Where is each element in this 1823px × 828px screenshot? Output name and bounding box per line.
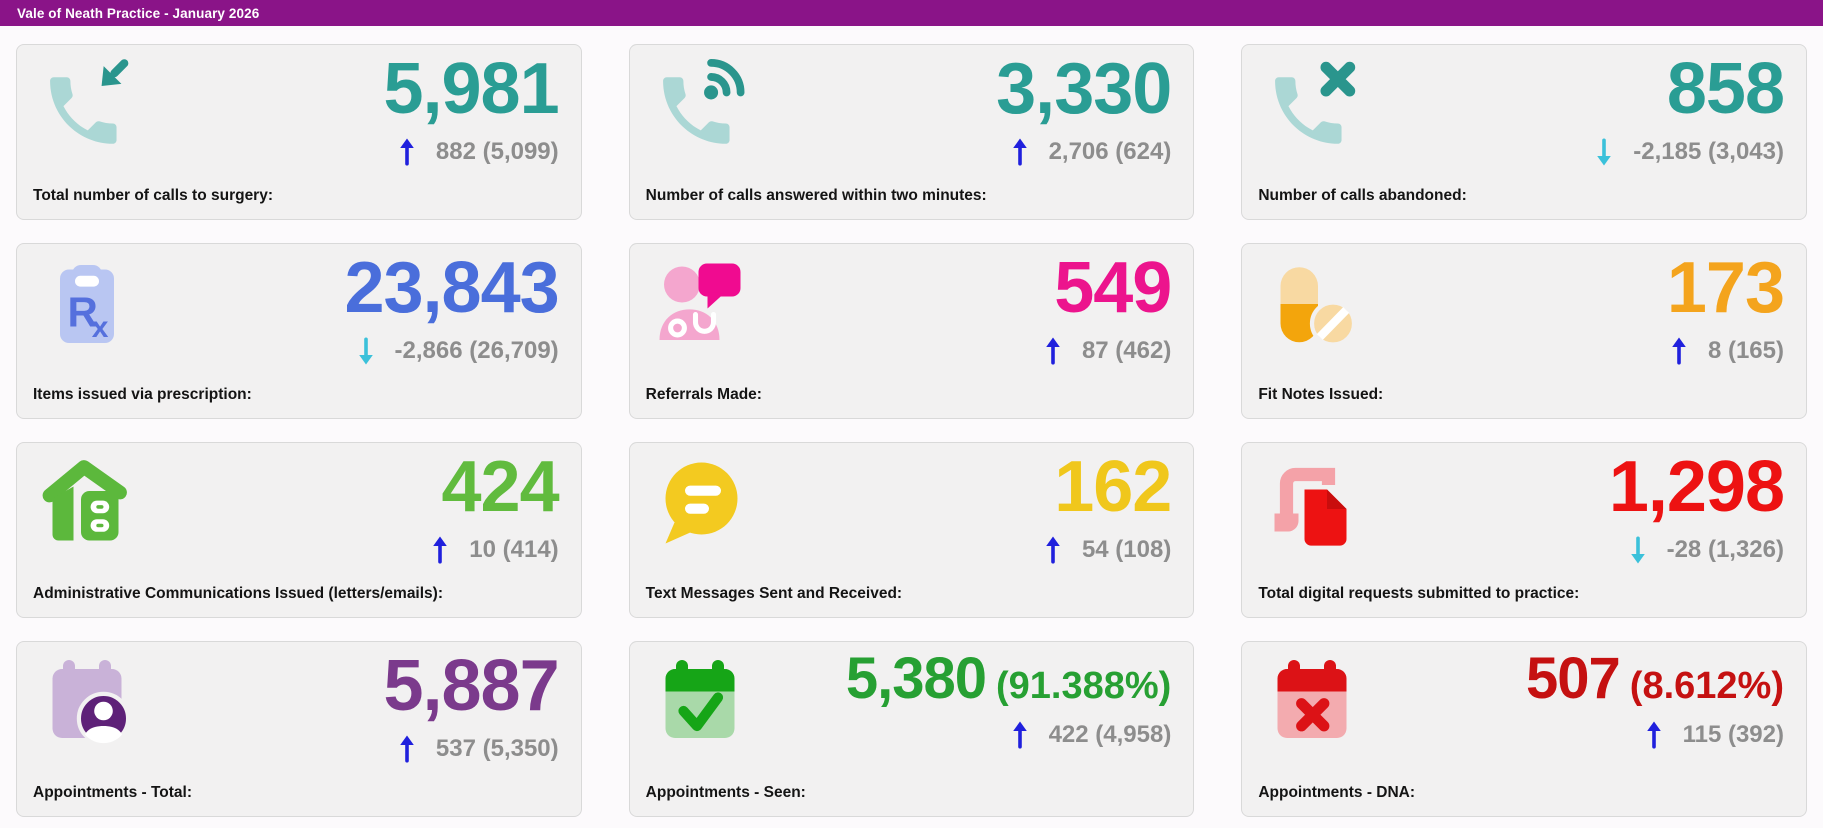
metric-card-admin-communications: 424 10 (414) Administrative Communicatio… [16, 442, 582, 618]
metric-readout: 424 10 (414) [429, 447, 560, 565]
metric-readout: 1,298 -28 (1,326) [1608, 447, 1785, 565]
prescription-icon: R x [60, 265, 114, 344]
metric-value: 549 [1054, 248, 1172, 328]
metric-label: Text Messages Sent and Received: [645, 585, 903, 602]
trend-up-arrow-icon [396, 137, 418, 167]
metric-readout: 5,981 882 (5,099) [383, 49, 560, 167]
appointments-seen-icon [665, 660, 735, 738]
metric-readout: 5,887 537 (5,350) [383, 646, 560, 764]
svg-text:R: R [68, 289, 98, 336]
metric-card-appointments-dna: 507 (8.612%) 115 (392) Appointments - DNA… [1241, 641, 1807, 817]
abandoned-call-icon [1275, 61, 1356, 144]
page-title: Vale of Neath Practice - January 2026 [17, 5, 260, 21]
metric-value: 3,330 [996, 49, 1172, 129]
metric-value: 507 [1526, 646, 1621, 711]
metric-card-appointments-total: 5,887 537 (5,350) Appointments - Total: [16, 641, 582, 817]
metric-readout: 858 -2,185 (3,043) [1593, 49, 1785, 167]
trend-text: 54 (108) [1081, 536, 1172, 563]
metric-label: Number of calls abandoned: [1258, 187, 1467, 204]
metric-percent: (8.612%) [1629, 665, 1784, 707]
trend-text: 8 (165) [1707, 337, 1784, 364]
metric-card-digital-requests: 1,298 -28 (1,326) Total digital requests… [1241, 442, 1807, 618]
trend-up-arrow-icon [1643, 720, 1665, 750]
appointments-total-icon [52, 660, 131, 746]
trend-text: -2,185 (3,043) [1633, 138, 1784, 165]
metric-label: Appointments - Total: [33, 784, 192, 801]
metrics-grid: 5,981 882 (5,099) Total number of calls … [0, 26, 1823, 825]
trend-up-arrow-icon [1042, 336, 1064, 366]
metric-card-calls-abandoned: 858 -2,185 (3,043) Number of calls aband… [1241, 44, 1807, 220]
trend-text: 87 (462) [1081, 337, 1172, 364]
app-header: Vale of Neath Practice - January 2026 [0, 0, 1823, 26]
metric-value: 173 [1666, 248, 1785, 328]
trend-up-arrow-icon [429, 535, 451, 565]
answered-call-icon [662, 59, 745, 144]
trend-up-arrow-icon [1009, 137, 1031, 167]
metric-readout: 23,843 -2,866 (26,709) [344, 248, 560, 366]
incoming-call-icon [50, 59, 129, 144]
metric-value: 1,298 [1608, 447, 1785, 527]
trend-text: 2,706 (624) [1048, 138, 1172, 165]
metric-label: Referrals Made: [645, 386, 762, 403]
metric-readout: 162 54 (108) [1042, 447, 1172, 565]
referral-icon [659, 263, 741, 340]
metric-card-calls-total: 5,981 882 (5,099) Total number of calls … [16, 44, 582, 220]
metric-percent: (91.388%) [996, 665, 1172, 707]
metric-label: Appointments - DNA: [1258, 784, 1416, 801]
metric-value: 5,380 [845, 646, 987, 711]
metric-value: 5,887 [383, 646, 559, 726]
metric-value: 858 [1666, 49, 1785, 129]
metric-readout: 3,330 2,706 (624) [996, 49, 1172, 167]
metric-value: 5,981 [383, 49, 559, 129]
svg-text:x: x [92, 311, 109, 344]
metric-card-calls-answered: 3,330 2,706 (624) Number of calls answer… [628, 44, 1195, 220]
metric-value: 424 [441, 447, 560, 527]
metric-card-text-messages: 162 54 (108) Text Messages Sent and Rece… [628, 442, 1195, 618]
metric-label: Fit Notes Issued: [1258, 386, 1384, 403]
digital-requests-icon [1274, 467, 1347, 546]
metric-value: 162 [1054, 447, 1172, 527]
metric-label: Items issued via prescription: [33, 386, 252, 403]
metric-readout: 549 87 (462) [1042, 248, 1172, 366]
trend-down-arrow-icon [1593, 137, 1615, 167]
metric-label: Total number of calls to surgery: [33, 187, 274, 204]
metric-card-fit-notes: 173 8 (165) Fit Notes Issued: [1241, 243, 1807, 419]
metric-card-prescriptions: R x 23,843 -2,866 (26,709) Items issued … [16, 243, 582, 419]
trend-text: 10 (414) [469, 536, 559, 563]
metric-label: Total digital requests submitted to prac… [1258, 585, 1580, 602]
trend-up-arrow-icon [396, 734, 418, 764]
metric-label: Appointments - Seen: [645, 784, 806, 801]
trend-text: 882 (5,099) [435, 138, 559, 165]
trend-up-arrow-icon [1668, 336, 1690, 366]
trend-text: 115 (392) [1682, 721, 1784, 748]
trend-text: -28 (1,326) [1666, 536, 1784, 563]
metric-readout: 5,380 (91.388%) 422 (4,958) [846, 650, 1171, 750]
trend-text: 422 (4,958) [1048, 721, 1172, 748]
metric-readout: 173 8 (165) [1666, 248, 1785, 366]
trend-text: -2,866 (26,709) [394, 337, 559, 364]
metric-card-appointments-seen: 5,380 (91.388%) 422 (4,958) Appointments … [628, 641, 1195, 817]
pills-icon [1280, 267, 1357, 347]
text-message-icon [665, 462, 738, 544]
metric-label: Number of calls answered within two minu… [645, 187, 987, 204]
trend-up-arrow-icon [1042, 535, 1064, 565]
trend-down-arrow-icon [1627, 535, 1649, 565]
trend-down-arrow-icon [355, 336, 377, 366]
metric-value: 23,843 [344, 248, 559, 328]
appointments-dna-icon [1277, 660, 1347, 738]
trend-up-arrow-icon [1009, 720, 1031, 750]
trend-text: 537 (5,350) [435, 735, 559, 762]
admin-communications-icon [42, 460, 127, 541]
metric-readout: 507 (8.612%) 115 (392) [1526, 650, 1784, 750]
metric-card-referrals: 549 87 (462) Referrals Made: [628, 243, 1195, 419]
metric-label: Administrative Communications Issued (le… [33, 585, 443, 602]
